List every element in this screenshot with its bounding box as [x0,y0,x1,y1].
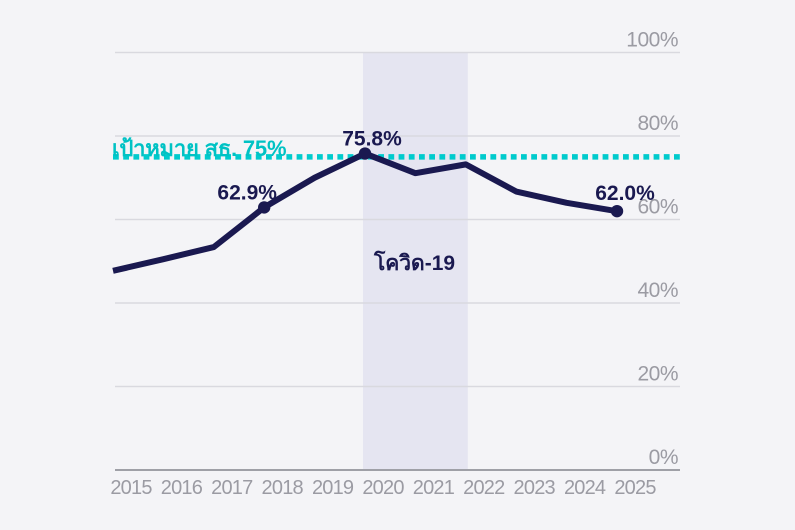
y-tick-label-80: 80% [637,112,678,135]
y-tick-label-20: 20% [637,363,678,386]
data-point-label-75.8%: 75.8% [342,128,402,151]
x-tick-label-2025: 2025 [614,477,656,499]
x-tick-label-2016: 2016 [161,477,203,499]
x-tick-label-2017: 2017 [211,477,253,499]
covid-band-label: โควิด-19 [373,252,456,275]
y-tick-label-0: 0% [649,446,678,469]
data-point-marker-75.8% [358,147,372,160]
x-tick-label-2022: 2022 [463,477,505,499]
data-point-marker-62.0% [610,204,624,218]
y-tick-label-40: 40% [637,279,678,302]
data-point-marker-62.9% [258,201,271,214]
covid-band [363,52,468,470]
data-point-label-62.9%: 62.9% [217,181,277,204]
data-point-label-62.0%: 62.0% [595,182,655,205]
y-tick-label-100: 100% [626,29,678,52]
y-tick-label-60: 60% [637,196,678,219]
x-tick-label-2018: 2018 [262,477,304,499]
target-line-label: เป้าหมาย สธ. 75% [112,136,287,161]
x-tick-label-2015: 2015 [110,477,152,499]
x-tick-label-2023: 2023 [514,477,556,499]
x-tick-label-2021: 2021 [413,477,455,499]
x-tick-label-2024: 2024 [564,477,606,499]
x-tick-label-2020: 2020 [362,477,404,499]
x-tick-label-2019: 2019 [312,477,354,499]
